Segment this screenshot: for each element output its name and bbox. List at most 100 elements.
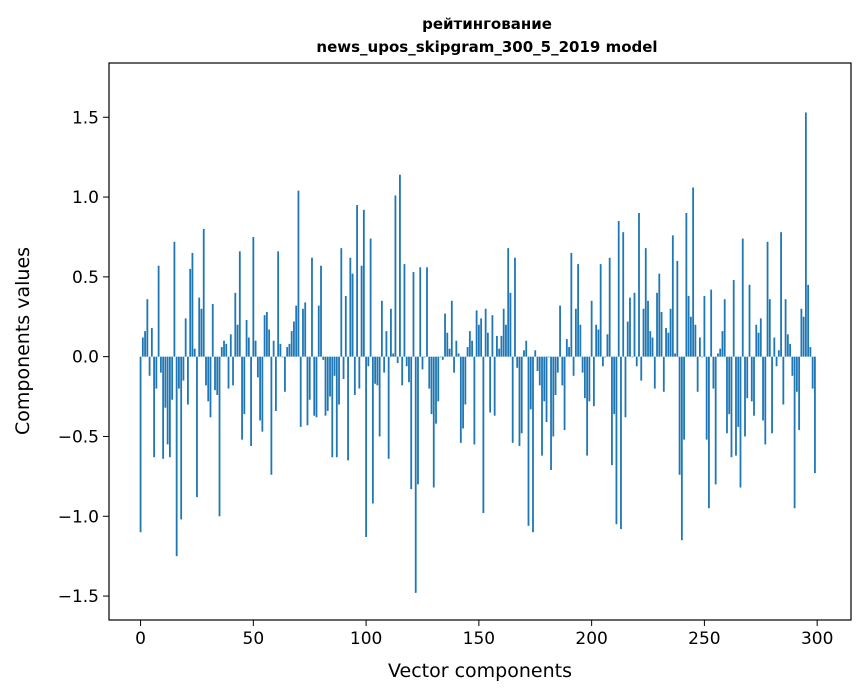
x-tick-label: 250 <box>688 629 720 649</box>
bar-series <box>139 112 816 593</box>
bar <box>570 252 573 357</box>
bar <box>547 356 550 358</box>
bar <box>509 292 512 357</box>
bar <box>656 292 658 357</box>
bar <box>811 356 814 389</box>
bar <box>439 356 442 358</box>
bar <box>290 331 293 357</box>
bar <box>444 313 446 357</box>
bar <box>640 356 643 381</box>
bar <box>798 356 801 431</box>
bar <box>554 356 557 395</box>
bar <box>475 310 478 357</box>
bar <box>473 356 476 445</box>
x-axis-label: Vector components <box>388 660 572 682</box>
bar <box>162 356 165 459</box>
y-axis-ticks: −1.5 −1.0 −0.5 0.0 0.5 1.0 1.5 <box>58 108 109 607</box>
bar <box>428 356 431 389</box>
bar <box>518 356 521 447</box>
bar <box>182 356 185 381</box>
bar <box>399 174 401 357</box>
bar <box>362 209 365 357</box>
bar <box>719 348 722 357</box>
bar <box>741 238 744 357</box>
bar <box>295 305 298 357</box>
bar <box>175 356 178 557</box>
bar <box>342 356 345 379</box>
y-tick-label: 0.5 <box>72 268 99 288</box>
bar <box>809 347 812 357</box>
bar <box>568 347 570 357</box>
bar <box>529 356 532 410</box>
bar <box>534 350 537 357</box>
bar <box>671 235 674 357</box>
bar <box>771 356 773 434</box>
bar <box>617 221 620 357</box>
bar <box>484 308 487 357</box>
bar <box>744 356 746 437</box>
bar <box>577 264 579 357</box>
bar <box>644 248 647 357</box>
bar <box>543 356 546 402</box>
bar <box>223 340 225 357</box>
bar <box>674 353 676 357</box>
bar <box>525 340 528 357</box>
bar <box>256 356 259 378</box>
bar <box>791 356 794 376</box>
bar <box>371 356 374 504</box>
bar <box>683 356 685 440</box>
bar <box>572 356 575 376</box>
bar <box>144 331 146 357</box>
bar <box>232 356 234 386</box>
bar <box>653 356 656 389</box>
bar <box>586 356 589 456</box>
bar <box>455 340 458 357</box>
bar <box>498 348 501 357</box>
bar <box>599 264 602 357</box>
bar <box>511 356 514 443</box>
bar <box>164 356 167 408</box>
bar <box>523 350 525 357</box>
bar <box>396 356 399 364</box>
bar <box>559 305 561 357</box>
bar <box>541 356 543 456</box>
bar <box>755 324 758 357</box>
bar <box>689 316 692 357</box>
bar <box>265 311 268 357</box>
bar <box>315 356 318 418</box>
y-tick-label: 0.0 <box>72 348 99 368</box>
bar <box>545 356 548 423</box>
bar <box>166 356 169 445</box>
bar <box>383 356 386 373</box>
bar <box>773 337 776 357</box>
bar <box>288 343 291 357</box>
bar <box>608 257 611 357</box>
bar <box>638 213 640 357</box>
bar <box>414 356 417 593</box>
bar <box>326 356 329 411</box>
bar <box>705 356 708 440</box>
bar <box>214 356 216 391</box>
bar <box>412 272 415 357</box>
bar <box>426 267 428 357</box>
bar <box>236 324 239 357</box>
bar <box>777 350 780 357</box>
bar <box>739 356 742 488</box>
bar <box>387 356 390 459</box>
bar <box>590 300 593 357</box>
bar <box>694 324 697 357</box>
bar <box>229 334 232 357</box>
bar <box>730 356 733 458</box>
bar <box>486 332 489 357</box>
bar <box>187 356 189 405</box>
bar <box>703 296 706 357</box>
bar <box>272 340 275 357</box>
bar <box>417 356 419 485</box>
bar <box>311 257 313 357</box>
bar <box>243 356 246 415</box>
bar <box>721 331 724 357</box>
bar <box>358 356 361 389</box>
bar <box>293 321 295 357</box>
bar <box>502 308 505 357</box>
